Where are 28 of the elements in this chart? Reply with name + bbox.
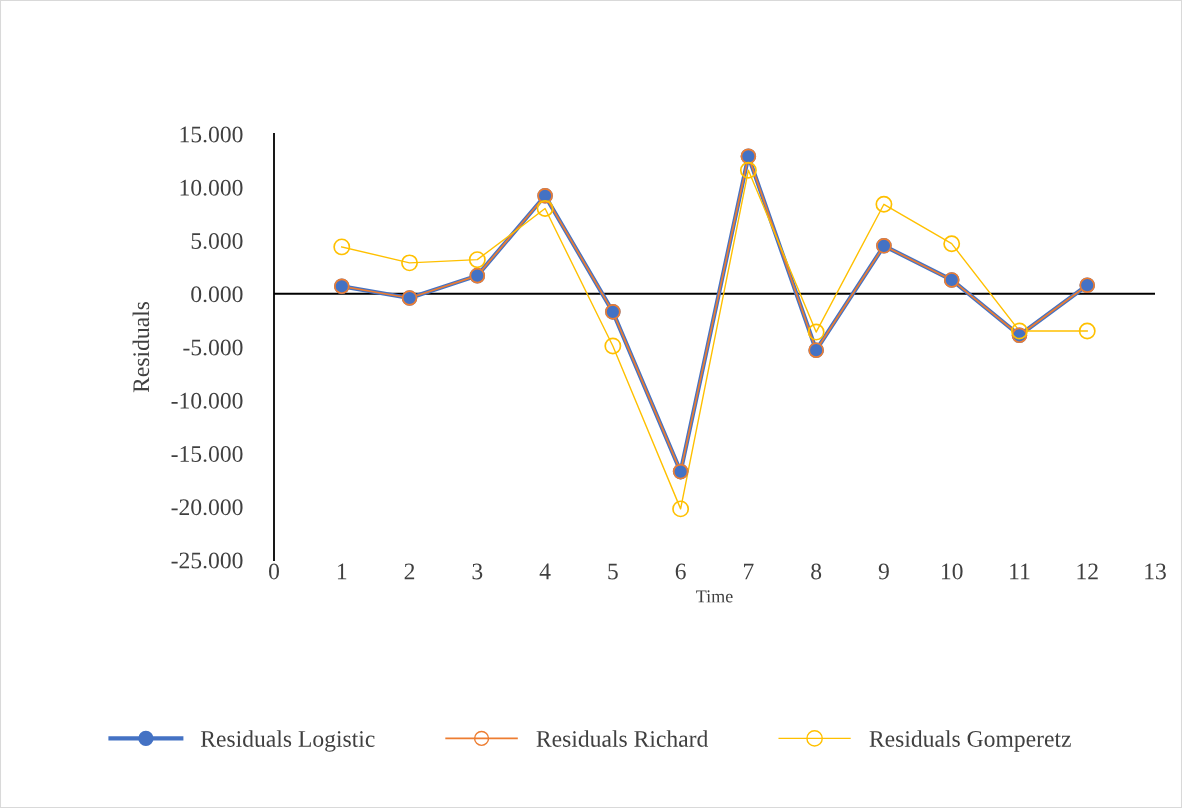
- x-tick-label: 3: [472, 563, 483, 580]
- y-tick-label: -15.000: [171, 445, 243, 463]
- x-tick-label: 4: [539, 563, 551, 580]
- x-tick-label: 6: [675, 563, 686, 580]
- y-tick-label: -5.000: [183, 339, 243, 356]
- x-tick-label: 9: [878, 563, 889, 580]
- legend-label: Residuals Logistic: [200, 730, 375, 752]
- x-tick-label: 1: [337, 563, 347, 580]
- y-tick-label: 10.000: [180, 179, 243, 196]
- x-tick-label: 12: [1077, 563, 1098, 580]
- legend-label: Residuals Gomperetz: [869, 730, 1071, 752]
- x-tick-label: 11: [1010, 563, 1030, 580]
- x-tick-label: 2: [404, 563, 415, 580]
- x-tick-label: 10: [941, 563, 963, 580]
- y-tick-label: 0.000: [191, 286, 243, 303]
- y-tick-label: 15.000: [180, 126, 243, 143]
- legend-label: Residuals Richard: [536, 730, 709, 747]
- y-tick-label: -25.000: [171, 552, 243, 569]
- x-tick-label: 5: [608, 563, 618, 580]
- x-tick-label: 13: [1145, 563, 1166, 580]
- y-tick-label: 5.000: [191, 232, 243, 250]
- x-tick-label: 8: [811, 563, 822, 580]
- x-axis-title: Time: [696, 590, 733, 603]
- x-tick-label: 0: [269, 563, 279, 580]
- y-tick-label: -20.000: [171, 499, 243, 516]
- y-axis-title: Residuals: [132, 301, 150, 393]
- y-tick-label: -10.000: [171, 392, 243, 409]
- x-tick-label: 7: [744, 563, 754, 580]
